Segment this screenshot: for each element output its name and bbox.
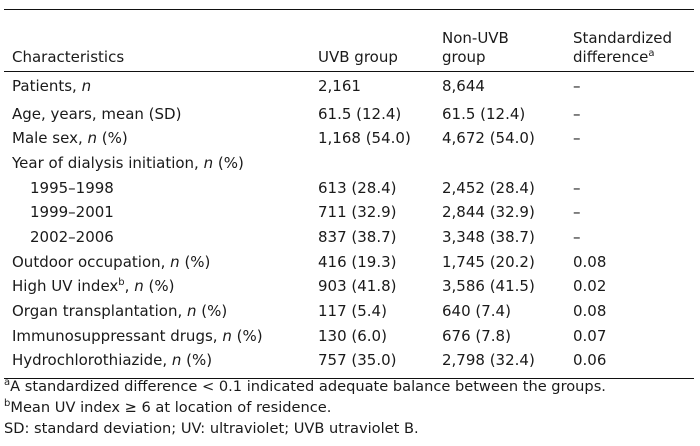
footnote: bMean UV index ≥ 6 at location of reside… — [4, 398, 332, 417]
header-uvb-group: UVB group — [318, 48, 398, 66]
table-row: Age, years, mean (SD) 61.5 (12.4) 61.5 (12… — [4, 102, 694, 127]
table-row: Male sex, n (%) 1,168 (54.0) 4,672 (54.0) – — [4, 126, 694, 151]
cell-std-diff: – — [573, 203, 581, 222]
cell-uvb — [310, 151, 434, 176]
cell-uvb: 757 (35.0) — [318, 351, 397, 370]
footnote: SD: standard deviation; UV: ultraviolet;… — [4, 420, 419, 437]
header-standardized-difference: Standardized differencea — [573, 29, 673, 66]
cell-std-diff: 0.08 — [573, 252, 607, 271]
cell-uvb: 61.5 (12.4) — [318, 104, 402, 123]
table-row: Hydrochlorothiazide, n (%) 757 (35.0) 2,79… — [4, 348, 694, 379]
row-label: High UV indexb, n (%) — [12, 277, 175, 296]
row-label: Year of dialysis initiation, n (%) — [12, 153, 244, 172]
cell-non-uvb — [434, 151, 565, 176]
table-row: 2002–2006 837 (38.7) 3,348 (38.7) – — [4, 225, 694, 250]
cell-non-uvb: 2,452 (28.4) — [442, 178, 535, 197]
cell-non-uvb: 4,672 (54.0) — [442, 129, 535, 148]
table-header: Characteristics UVB group Non-UVB group … — [4, 9, 694, 72]
cell-uvb: 130 (6.0) — [318, 326, 387, 345]
cell-uvb: 613 (28.4) — [318, 178, 397, 197]
cell-non-uvb: 8,644 — [442, 77, 485, 95]
table-row: Patients, n 2,161 8,644 – — [4, 72, 694, 102]
cell-non-uvb: 61.5 (12.4) — [442, 104, 526, 123]
cell-std-diff: 0.02 — [573, 277, 607, 296]
cell-std-diff: 0.07 — [573, 326, 607, 345]
cell-non-uvb: 676 (7.8) — [442, 326, 511, 345]
cell-non-uvb: 2,844 (32.9) — [442, 203, 535, 222]
cell-uvb: 711 (32.9) — [318, 203, 397, 222]
cell-std-diff: 0.08 — [573, 302, 607, 320]
cell-uvb: 903 (41.8) — [318, 277, 397, 296]
cell-std-diff: 0.06 — [573, 351, 607, 370]
cell-std-diff: – — [573, 77, 581, 95]
row-label: Outdoor occupation, n (%) — [12, 252, 211, 271]
cell-uvb: 1,168 (54.0) — [318, 129, 411, 148]
footnotes: aA standardized difference < 0.1 indicat… — [4, 376, 698, 439]
cell-uvb: 837 (38.7) — [318, 227, 397, 246]
row-label: Patients, n — [12, 77, 92, 95]
cell-std-diff: – — [573, 178, 581, 197]
row-label: 2002–2006 — [30, 227, 114, 246]
table-row: Outdoor occupation, n (%) 416 (19.3) 1,745… — [4, 250, 694, 275]
row-label: Immunosuppressant drugs, n (%) — [12, 326, 263, 345]
table-row: 1999–2001 711 (32.9) 2,844 (32.9) – — [4, 200, 694, 225]
cell-non-uvb: 3,348 (38.7) — [442, 227, 535, 246]
cell-uvb: 117 (5.4) — [318, 302, 387, 320]
table-body: Patients, n 2,161 8,644– Age, years, mean (… — [4, 72, 694, 379]
cell-std-diff: – — [573, 227, 581, 246]
footnote: aA standardized difference < 0.1 indicat… — [4, 377, 606, 396]
cell-uvb: 416 (19.3) — [318, 252, 397, 271]
row-label: Age, years, mean (SD) — [12, 104, 182, 123]
footnote-marker-a: a — [648, 48, 655, 59]
characteristics-table: Characteristics UVB group Non-UVB group … — [4, 9, 694, 379]
cell-non-uvb: 640 (7.4) — [442, 302, 511, 320]
table-row: High UV indexb, n (%) 903 (41.8) 3,586 (41… — [4, 274, 694, 299]
row-label: 1999–2001 — [30, 203, 114, 222]
row-label: Hydrochlorothiazide, n (%) — [12, 351, 213, 370]
table-row: 1995–1998 613 (28.4) 2,452 (28.4) – — [4, 176, 694, 201]
cell-non-uvb: 1,745 (20.2) — [442, 252, 535, 271]
table-row: Organ transplantation, n (%) 117 (5.4) 640… — [4, 299, 694, 324]
cell-uvb: 2,161 — [318, 77, 361, 95]
header-non-uvb-group: Non-UVB group — [442, 29, 509, 66]
cell-non-uvb: 2,798 (32.4) — [442, 351, 535, 370]
table-row: Immunosuppressant drugs, n (%) 130 (6.0) 6… — [4, 324, 694, 349]
row-label: Organ transplantation, n (%) — [12, 302, 228, 320]
cell-std-diff: – — [573, 129, 581, 148]
table-row: Year of dialysis initiation, n (%) — [4, 151, 694, 176]
header-characteristics: Characteristics — [12, 48, 125, 66]
row-label: Male sex, n (%) — [12, 129, 128, 148]
cell-std-diff: – — [573, 104, 581, 123]
cell-std-diff — [565, 151, 694, 176]
cell-non-uvb: 3,586 (41.5) — [442, 277, 535, 296]
row-label: 1995–1998 — [30, 178, 114, 197]
